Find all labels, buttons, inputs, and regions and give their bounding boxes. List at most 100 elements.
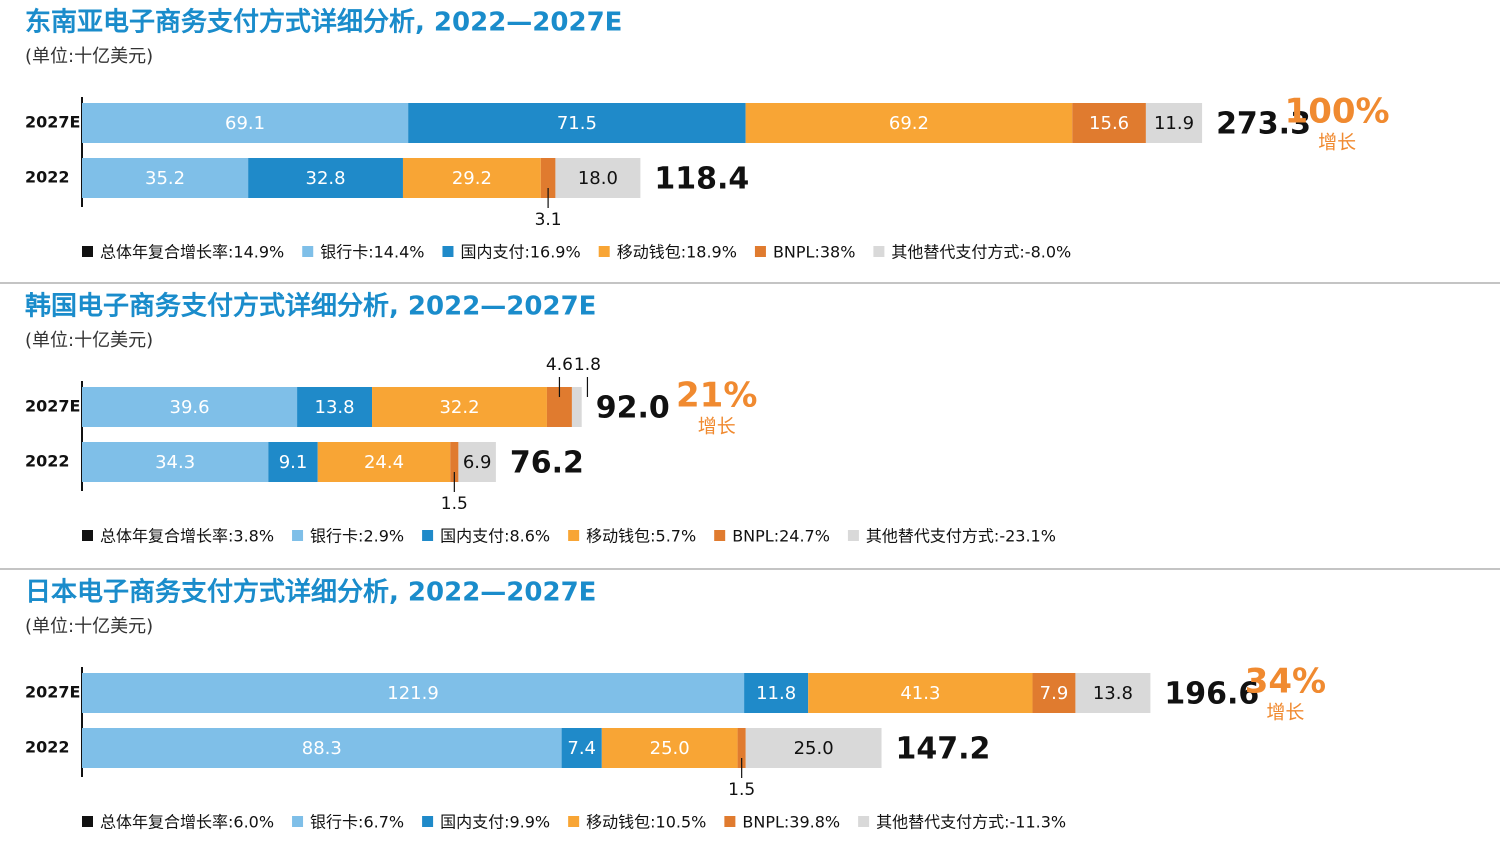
bar-segment (372, 387, 547, 427)
legend-label: 移动钱包:18.9% (617, 243, 737, 262)
data-label: 69.2 (889, 113, 929, 134)
total-label: 76.2 (510, 446, 584, 481)
bar-segment (82, 442, 269, 482)
data-label: 29.2 (452, 168, 492, 189)
growth-label: 100% (1285, 92, 1390, 132)
category-label: 2022 (25, 738, 70, 757)
data-label: 13.8 (315, 397, 355, 418)
growth-caption: 增长 (1318, 132, 1356, 154)
chart-title: 韩国电子商务支付方式详细分析, 2022—2027E (25, 291, 596, 322)
data-label: 34.3 (155, 452, 195, 473)
data-label: 1.8 (574, 355, 601, 375)
legend-swatch (422, 816, 434, 827)
data-label: 4.6 (546, 355, 573, 375)
legend-label: 其他替代支付方式:-23.1% (866, 527, 1056, 546)
bar-segment (1145, 103, 1203, 143)
data-label: 32.8 (306, 168, 346, 189)
bar-segment (82, 158, 249, 198)
legend-label: 总体年复合增长率:6.0% (100, 813, 274, 832)
data-label: 15.6 (1089, 113, 1129, 134)
data-label: 11.8 (756, 683, 796, 704)
data-label: 71.5 (557, 113, 597, 134)
data-label: 18.0 (578, 168, 618, 189)
bar-segment (745, 103, 1073, 143)
data-label: 7.9 (1040, 683, 1069, 704)
legend-swatch (292, 530, 304, 541)
data-label: 121.9 (387, 683, 439, 704)
bar-segment (744, 673, 809, 713)
bar-segment (82, 728, 562, 768)
legend-label: 国内支付:8.6% (440, 527, 550, 546)
category-label: 2027E (25, 397, 80, 416)
legend-swatch (292, 816, 304, 827)
data-label: 1.5 (728, 780, 755, 800)
growth-label: 34% (1245, 662, 1326, 702)
data-label: 24.4 (364, 452, 404, 473)
legend-label: 国内支付:16.9% (460, 243, 580, 262)
bar-segment (450, 442, 459, 482)
legend-label: BNPL:39.8% (742, 813, 840, 832)
legend-swatch (422, 530, 434, 541)
total-label: 92.0 (596, 391, 670, 426)
data-label: 69.1 (225, 113, 265, 134)
total-label: 273.3 (1216, 107, 1311, 142)
chart-subtitle: (单位:十亿美元) (25, 46, 153, 67)
legend-swatch (82, 816, 93, 827)
data-label: 25.0 (794, 738, 834, 759)
legend-label: 移动钱包:10.5% (586, 813, 706, 832)
legend-swatch (598, 246, 610, 257)
legend-label: BNPL:38% (773, 243, 855, 262)
bar-segment (561, 728, 602, 768)
data-label: 9.1 (279, 452, 308, 473)
bar-segment (317, 442, 451, 482)
data-label: 32.2 (439, 397, 479, 418)
legend-label: 银行卡:14.4% (320, 243, 424, 262)
legend-swatch (442, 246, 454, 257)
legend-label: 银行卡:2.9% (310, 527, 404, 546)
bar-segment (1072, 103, 1146, 143)
bar-segment (248, 158, 403, 198)
legend-swatch (754, 246, 766, 257)
data-label: 41.3 (900, 683, 940, 704)
data-label: 35.2 (145, 168, 185, 189)
legend-swatch (302, 246, 314, 257)
bar-segment (808, 673, 1033, 713)
bar-segment (82, 673, 745, 713)
bar-segment (1032, 673, 1076, 713)
data-label: 25.0 (650, 738, 690, 759)
bar-segment (601, 728, 738, 768)
legend-swatch (568, 530, 580, 541)
bar-segment (82, 103, 409, 143)
data-label: 13.8 (1093, 683, 1133, 704)
legend-label: BNPL:24.7% (732, 527, 830, 546)
legend-label: 其他替代支付方式:-11.3% (876, 813, 1066, 832)
bar-segment (402, 158, 541, 198)
bar-segment (268, 442, 318, 482)
legend-label: 银行卡:6.7% (310, 813, 404, 832)
legend-swatch (847, 530, 859, 541)
category-label: 2027E (25, 683, 80, 702)
bar-segment (571, 387, 582, 427)
legend-label: 移动钱包:5.7% (586, 527, 696, 546)
legend-label: 国内支付:9.9% (440, 813, 550, 832)
bar-segment (540, 158, 556, 198)
total-label: 118.4 (654, 162, 749, 197)
legend-label: 总体年复合增长率:3.8% (100, 527, 274, 546)
bar-segment (297, 387, 373, 427)
bar-segment (458, 442, 496, 482)
total-label: 147.2 (896, 732, 991, 767)
legend-swatch (873, 246, 885, 257)
legend-swatch (568, 816, 580, 827)
bar-segment (82, 387, 298, 427)
growth-caption: 增长 (698, 416, 736, 438)
data-label: 11.9 (1154, 113, 1194, 134)
bar-segment (555, 158, 641, 198)
data-label: 3.1 (535, 210, 562, 230)
data-label: 6.9 (463, 452, 492, 473)
chart-subtitle: (单位:十亿美元) (25, 616, 153, 637)
legend-swatch (82, 246, 93, 257)
legend-swatch (724, 816, 736, 827)
category-label: 2027E (25, 113, 80, 132)
